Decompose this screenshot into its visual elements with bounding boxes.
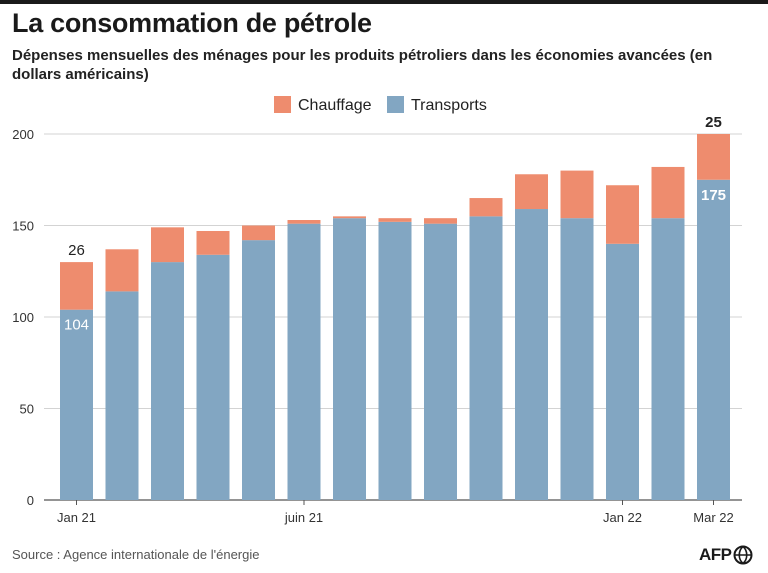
afp-globe-icon [733,545,752,565]
data-label: 175 [701,187,726,204]
bar-transports [515,209,548,500]
x-tick-label: Mar 22 [693,510,733,525]
bar-transports [60,309,93,500]
bar-chauffage [105,249,139,292]
legend-label: Chauffage [298,97,372,114]
bar-chauffage [333,216,366,219]
legend-swatch [274,96,291,113]
chart-subtitle: Dépenses mensuelles des ménages pour les… [12,47,713,83]
bar-transports [378,221,412,500]
bar-chauffage [287,220,321,224]
x-tick-label: Jan 21 [57,510,96,525]
bar-transports [697,179,730,500]
bar-chauffage [60,262,93,310]
chart-title: La consommation de pétrole [12,8,372,38]
bar-transports [242,240,275,500]
afp-logo-text: AFP [699,545,732,564]
x-tick-label: juin 21 [284,510,323,525]
bar-transports [651,218,685,500]
bar-chauffage [606,185,639,244]
data-label: 26 [68,242,85,259]
x-tick-label: Jan 22 [603,510,642,525]
bar-transports [469,216,503,500]
bar-chauffage [242,225,275,241]
legend-label: Transports [411,97,487,114]
y-tick-label: 0 [27,493,34,508]
bar-transports [424,223,457,501]
bar-transports [151,262,184,500]
bar-chauffage [424,218,457,224]
bar-chauffage [378,218,412,222]
top-rule [0,0,768,4]
bar-transports [606,243,639,501]
bar-chauffage [697,134,730,180]
bar-transports [196,254,230,500]
bar-chauffage [515,174,548,210]
bar-chauffage [196,230,230,255]
stacked-bar-chart: 0 50 100 150 200 Chauffage Transports Jan 21 jui… [12,96,742,525]
data-label: 25 [705,114,722,131]
bar-transports [105,291,139,500]
bar-transports [560,218,594,500]
bar-chauffage [469,198,503,217]
y-tick-label: 150 [12,219,34,234]
bar-transports [333,218,366,500]
bar-chauffage [651,166,685,219]
afp-logo: AFP [699,545,753,565]
data-label: 104 [64,317,89,334]
y-tick-label: 100 [12,310,34,325]
bar-chauffage [151,227,184,263]
legend-swatch [387,96,404,113]
source-note: Source : Agence internationale de l'éner… [12,547,260,562]
y-tick-label: 200 [12,127,34,142]
bar-chauffage [560,170,594,219]
bar-transports [287,223,321,501]
y-tick-label: 50 [20,402,34,417]
